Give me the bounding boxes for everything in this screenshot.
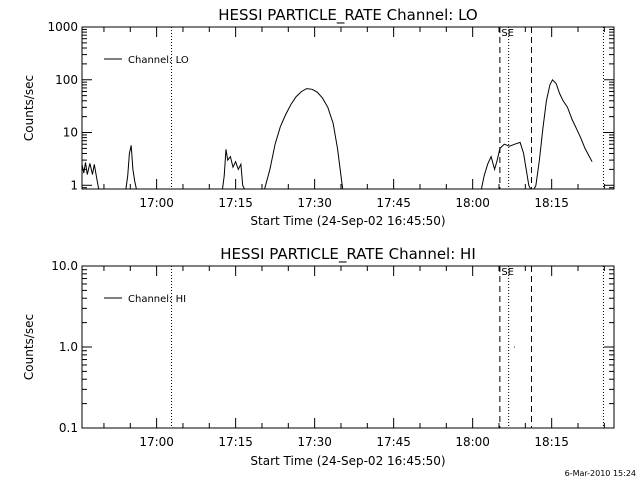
- series-line: [125, 145, 137, 190]
- y-tick-label: 1: [70, 178, 78, 192]
- y-tick-label: 100: [55, 73, 78, 87]
- x-tick-label: 17:00: [139, 196, 174, 210]
- plot-frame: [81, 265, 615, 429]
- series-line: [264, 88, 344, 190]
- y-axis-label: Counts/sec: [22, 314, 36, 380]
- x-tick-label: 17:30: [297, 196, 332, 210]
- y-tick-label: 1.0: [59, 340, 78, 354]
- chart-title: HESSI PARTICLE_RATE Channel: HI: [220, 245, 476, 264]
- x-axis-label: Start Time (24-Sep-02 16:45:50): [250, 214, 445, 228]
- x-tick-label: 18:15: [534, 196, 569, 210]
- y-tick-label: 0.1: [59, 421, 78, 435]
- x-tick-label: 18:00: [455, 196, 490, 210]
- x-tick-label: 17:00: [139, 435, 174, 449]
- x-tick-label: 17:15: [218, 435, 253, 449]
- x-tick-label: 18:15: [534, 435, 569, 449]
- series-line: [480, 141, 532, 190]
- x-tick-label: 17:45: [376, 435, 411, 449]
- series-line: [222, 149, 245, 190]
- x-axis-label: Start Time (24-Sep-02 16:45:50): [250, 454, 445, 468]
- legend-label: Channel: LO: [128, 55, 189, 66]
- y-tick-label: 10: [63, 126, 78, 140]
- chart-title: HESSI PARTICLE_RATE Channel: LO: [218, 6, 477, 25]
- panel-lo: HESSI PARTICLE_RATE Channel: LO Counts/se…: [22, 6, 615, 228]
- y-axis-label: Counts/sec: [22, 75, 36, 141]
- legend-label: Channel: HI: [128, 294, 186, 305]
- marker-label: SE: [501, 267, 514, 278]
- series-line: [533, 78, 593, 190]
- y-tick-label: 10.0: [51, 259, 78, 273]
- y-tick-label: 1000: [47, 20, 78, 34]
- series-line: [81, 162, 100, 190]
- x-tick-label: 17:15: [218, 196, 253, 210]
- generation-timestamp: 6-Mar-2010 15:24: [565, 469, 636, 478]
- x-tick-label: 17:30: [297, 435, 332, 449]
- x-tick-label: 18:00: [455, 435, 490, 449]
- plot-frame: [81, 26, 615, 190]
- panel-hi: HESSI PARTICLE_RATE Channel: HI Counts/se…: [22, 245, 615, 468]
- marker-label: SE: [501, 28, 514, 39]
- x-tick-label: 17:45: [376, 196, 411, 210]
